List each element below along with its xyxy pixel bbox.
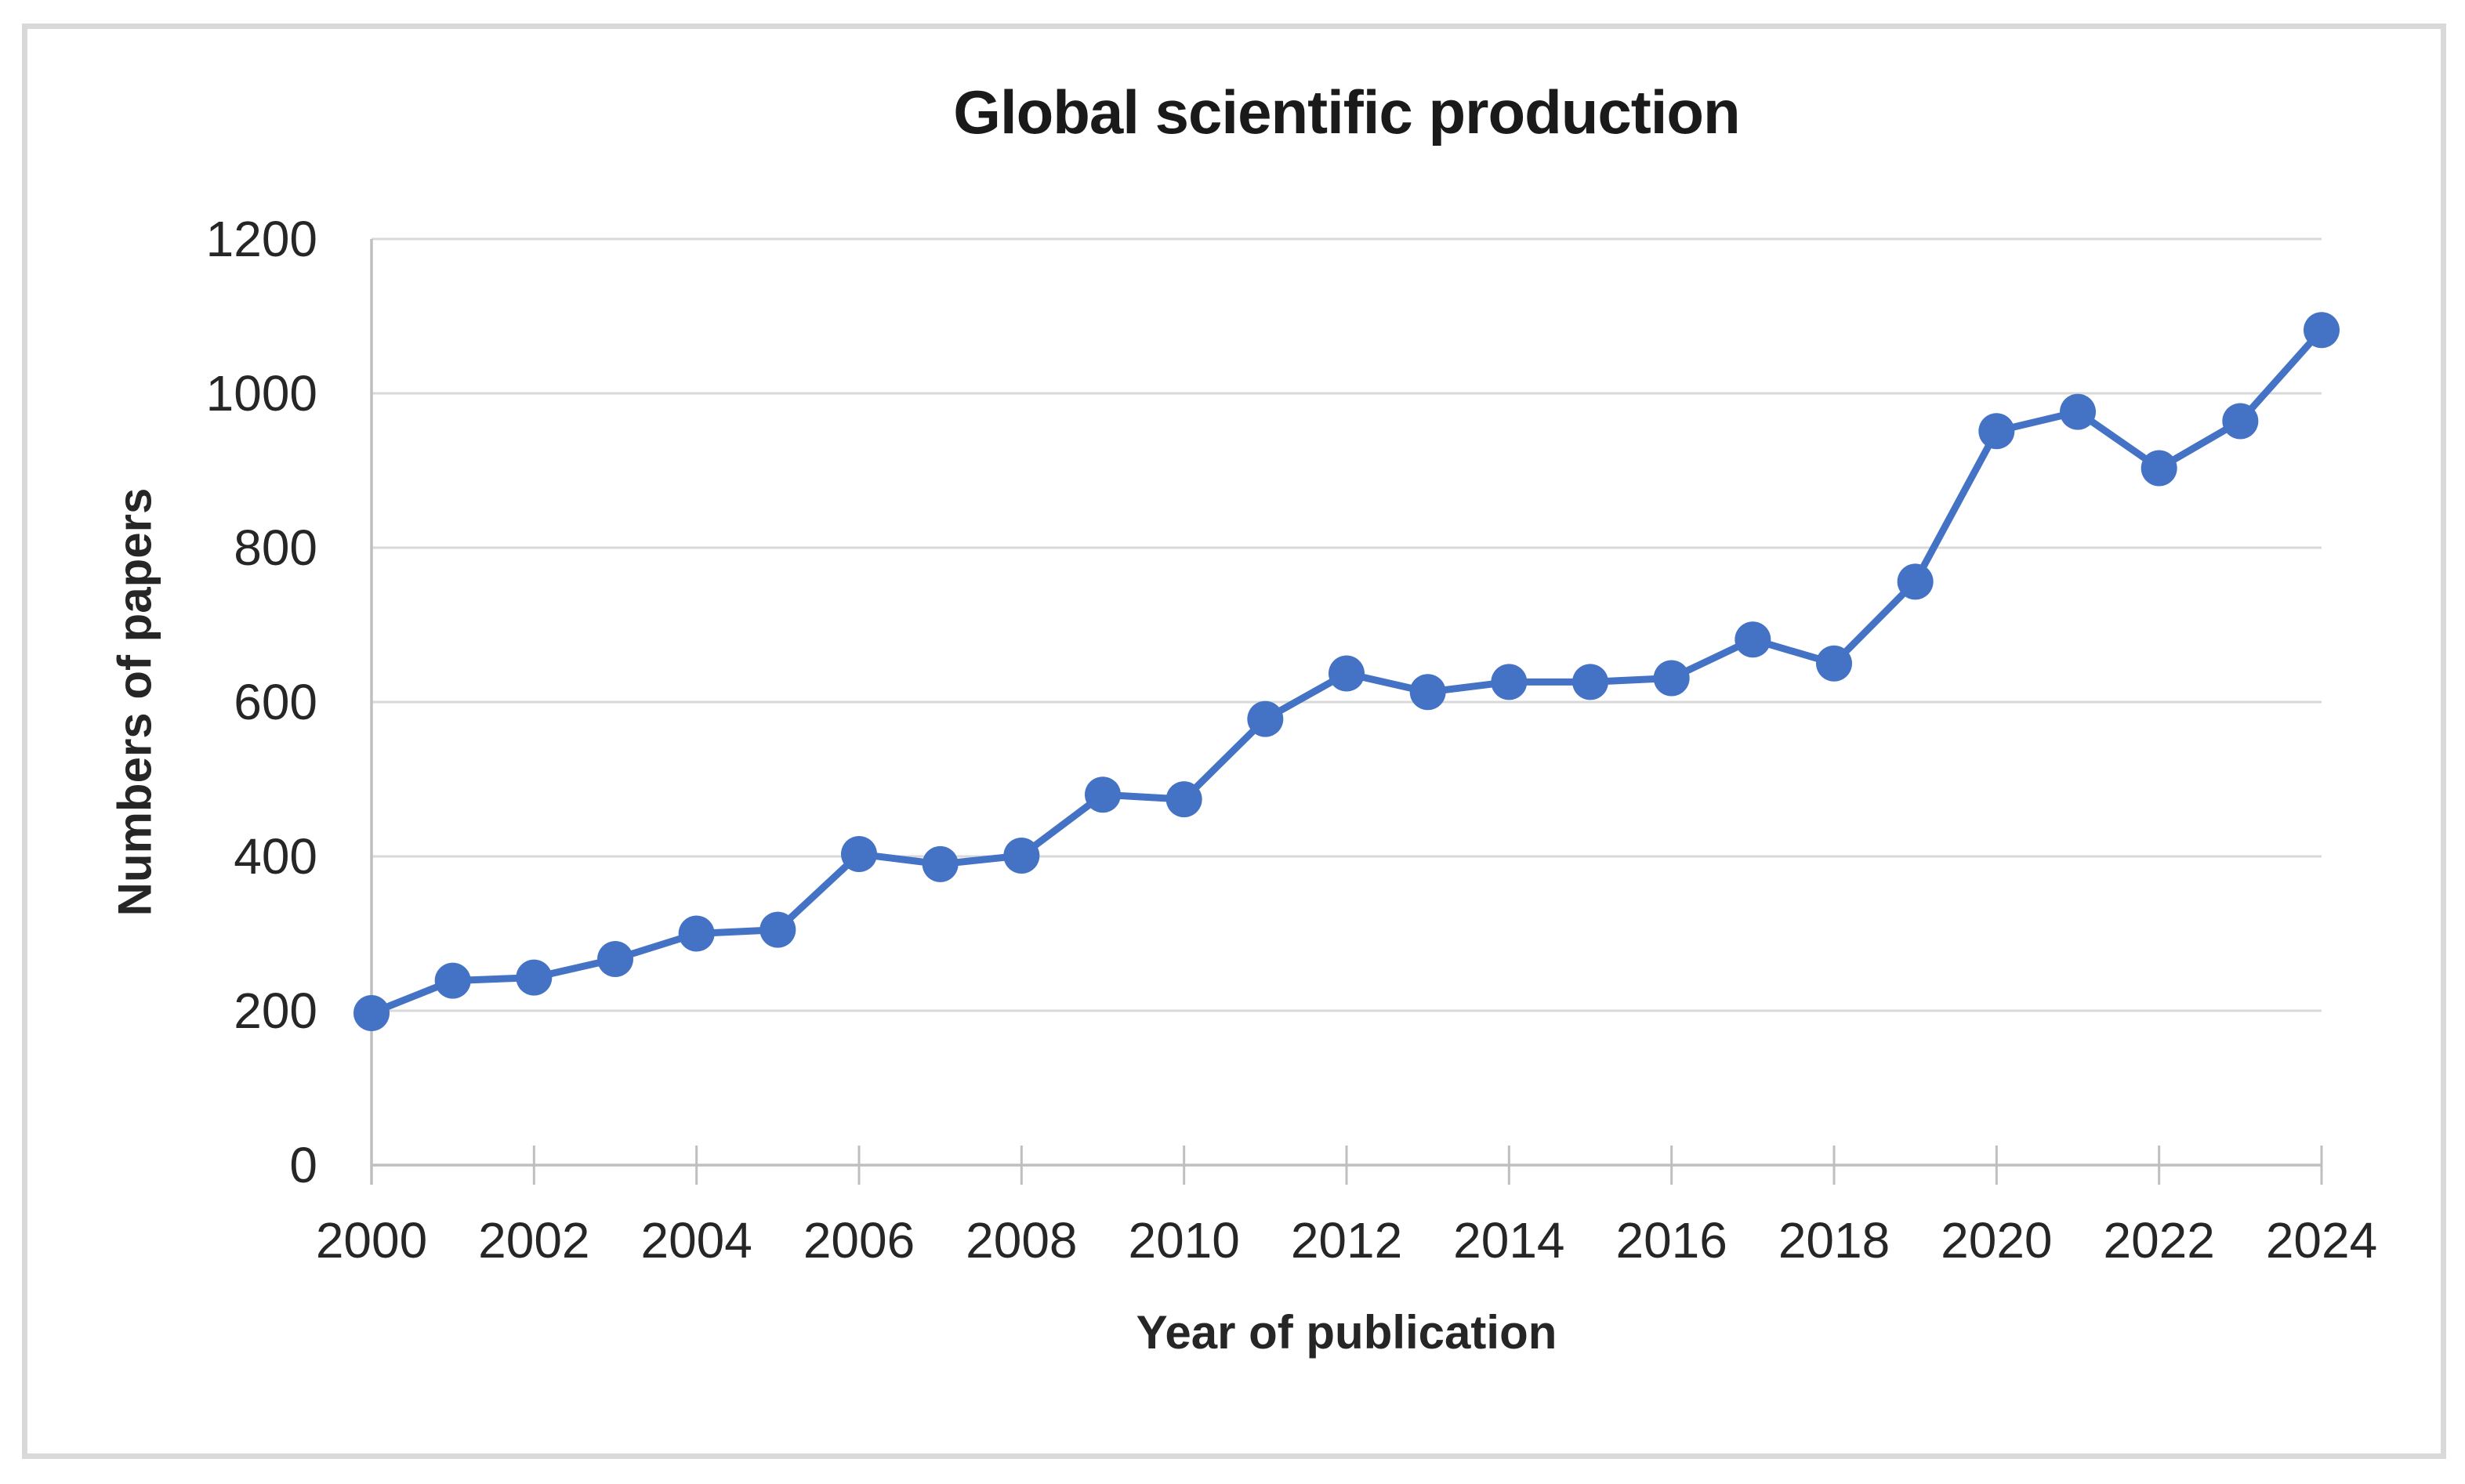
x-tick-label: 2016 <box>1615 1212 1727 1269</box>
y-tick-label: 1200 <box>206 211 317 267</box>
data-point-marker <box>1816 645 1852 682</box>
data-point-marker <box>2141 450 2177 487</box>
data-point-marker <box>2222 403 2259 440</box>
axes-group <box>370 239 2323 1185</box>
data-point-marker <box>2060 393 2096 430</box>
x-tick-label: 2012 <box>1291 1212 1402 1269</box>
data-point-marker <box>434 962 471 999</box>
data-point-marker <box>1491 664 1528 700</box>
x-tick-label: 2014 <box>1453 1212 1564 1269</box>
data-point-marker <box>678 915 715 952</box>
x-tick-label: 2018 <box>1778 1212 1890 1269</box>
x-axis-title: Year of publication <box>1136 1306 1557 1359</box>
x-tick-label: 2000 <box>316 1212 427 1269</box>
data-point-marker <box>1003 838 1040 874</box>
x-tick-label: 2010 <box>1128 1212 1239 1269</box>
data-point-marker <box>1409 674 1446 711</box>
gridlines-group <box>372 237 2322 1012</box>
data-point-marker <box>1085 776 1121 813</box>
y-tick-label: 1000 <box>206 365 317 422</box>
data-point-marker <box>1572 664 1608 700</box>
chart-title: Global scientific production <box>953 78 1740 147</box>
data-point-marker <box>1653 660 1690 697</box>
data-point-marker <box>1735 621 1771 658</box>
y-tick-label: 800 <box>234 519 317 576</box>
series-group <box>353 312 2340 1031</box>
data-point-marker <box>516 959 553 996</box>
x-tick-label: 2022 <box>2103 1212 2214 1269</box>
chart-frame <box>22 24 2446 1459</box>
data-point-marker <box>1978 413 2015 450</box>
data-point-marker <box>841 836 877 873</box>
x-tick-label: 2008 <box>966 1212 1077 1269</box>
data-point-marker <box>1897 563 1934 600</box>
data-point-marker <box>2304 312 2340 349</box>
x-tick-label: 2006 <box>803 1212 915 1269</box>
x-tick-label: 2004 <box>640 1212 752 1269</box>
y-tick-label: 600 <box>234 674 317 730</box>
data-point-marker <box>1165 781 1202 818</box>
data-point-marker <box>597 941 633 978</box>
data-point-marker <box>922 845 959 882</box>
data-point-marker <box>353 994 390 1031</box>
y-axis-title: Numbers of papers <box>108 487 161 917</box>
y-tick-label: 200 <box>234 983 317 1039</box>
y-tick-label: 0 <box>289 1137 317 1193</box>
y-tick-label: 400 <box>234 828 317 885</box>
x-tick-label: 2024 <box>2266 1212 2377 1269</box>
data-point-marker <box>759 911 796 948</box>
data-point-marker <box>1247 700 1284 737</box>
x-tick-label: 2020 <box>1941 1212 2052 1269</box>
tick-labels-group: 0 200 400 600 800 1000 1200 2000 2002 2004 2006 200… <box>206 211 2378 1269</box>
x-tick-label: 2002 <box>478 1212 589 1269</box>
data-point-marker <box>1329 655 1365 692</box>
